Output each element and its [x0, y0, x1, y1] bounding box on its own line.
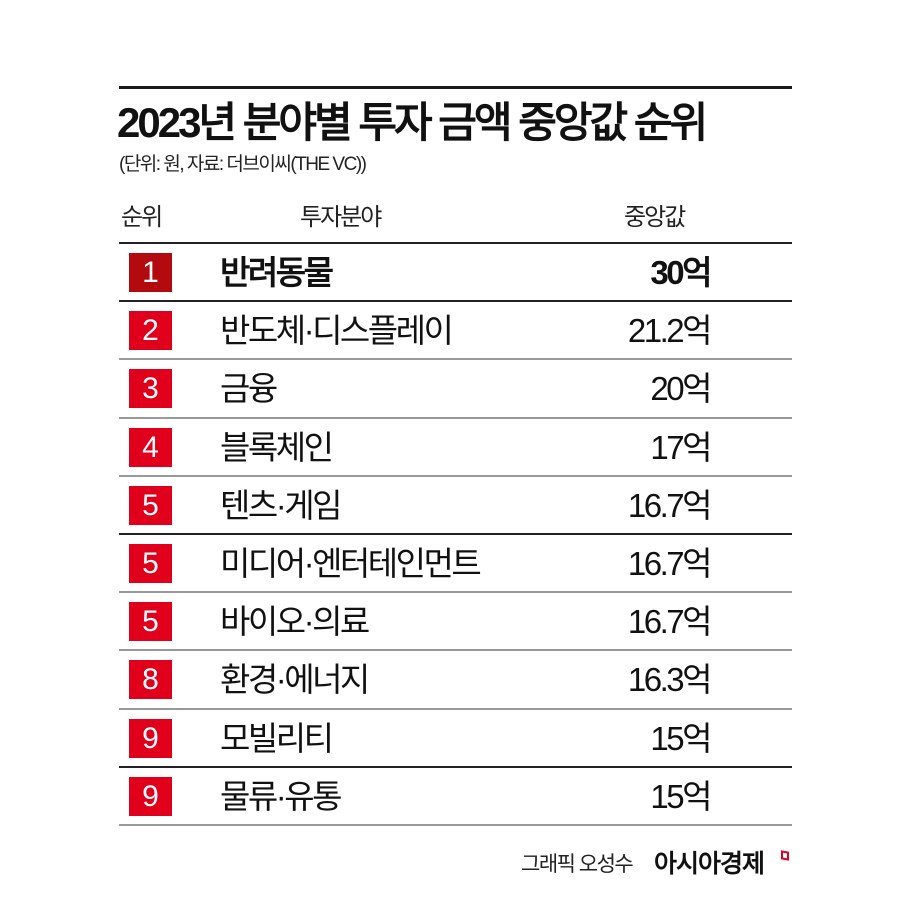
ranking-table: 1 반려동물 30억 2 반도체·디스플레이 21.2억 3 금융 20억 4 … [119, 244, 792, 826]
table-row: 8 환경·에너지 16.3억 [119, 651, 792, 710]
median-value: 20억 [650, 370, 712, 408]
field-name: 물류·유통 [220, 777, 342, 815]
rank-badge: 9 [129, 776, 172, 816]
rank-badge: 9 [129, 718, 172, 758]
field-name: 텐츠·게임 [220, 486, 342, 524]
rank-badge: 8 [129, 660, 172, 700]
median-value: 15억 [650, 719, 712, 757]
field-name: 블록체인 [220, 428, 334, 466]
table-row: 9 물류·유통 15억 [119, 768, 792, 826]
table-row: 1 반려동물 30억 [119, 244, 792, 303]
median-value: 15억 [650, 777, 712, 815]
table-row: 2 반도체·디스플레이 21.2억 [119, 302, 792, 361]
rank-badge: 4 [129, 427, 172, 467]
field-name: 바이오·의료 [220, 603, 370, 641]
table-row: 5 텐츠·게임 16.7억 [119, 477, 792, 535]
table-row: 5 미디어·엔터테인먼트 16.7억 [119, 535, 792, 594]
field-name: 미디어·엔터테인먼트 [220, 544, 482, 582]
table-row: 9 모빌리티 15억 [119, 710, 792, 768]
graphic-credit: 그래픽 오성수 [521, 853, 634, 876]
field-name: 반려동물 [220, 254, 334, 291]
header-rule [119, 242, 792, 244]
table-row: 4 블록체인 17억 [119, 419, 792, 477]
column-header-rank: 순위 [121, 204, 163, 231]
brand-mark-icon [781, 850, 789, 861]
median-value: 16.7억 [627, 603, 713, 641]
chart-title: 2023년 분야별 투자 금액 중앙값 순위 [117, 99, 708, 146]
rank-badge: 1 [129, 253, 172, 292]
rank-badge: 5 [129, 485, 172, 525]
column-header-field: 투자분야 [300, 204, 382, 231]
brand-logo-text: 아시아경제 [654, 850, 765, 878]
column-header-value: 중앙값 [624, 204, 686, 231]
field-name: 반도체·디스플레이 [220, 312, 454, 350]
table-row: 3 금융 20억 [119, 360, 792, 419]
median-value: 16.7억 [627, 486, 713, 524]
median-value: 30억 [650, 254, 712, 291]
rank-badge: 3 [129, 369, 172, 409]
chart-subtitle: (단위: 원, 자료: 더브이씨(THE VC)) [119, 154, 367, 175]
field-name: 모빌리티 [220, 719, 334, 757]
top-rule [119, 86, 792, 89]
rank-badge: 5 [129, 543, 172, 583]
median-value: 17억 [650, 428, 712, 466]
median-value: 16.7억 [627, 544, 713, 582]
rank-badge: 5 [129, 602, 172, 642]
field-name: 금융 [220, 370, 278, 408]
field-name: 환경·에너지 [220, 661, 370, 699]
table-row: 5 바이오·의료 16.7억 [119, 593, 792, 652]
median-value: 21.2억 [627, 312, 713, 350]
rank-badge: 2 [129, 311, 172, 351]
median-value: 16.3억 [627, 661, 713, 699]
